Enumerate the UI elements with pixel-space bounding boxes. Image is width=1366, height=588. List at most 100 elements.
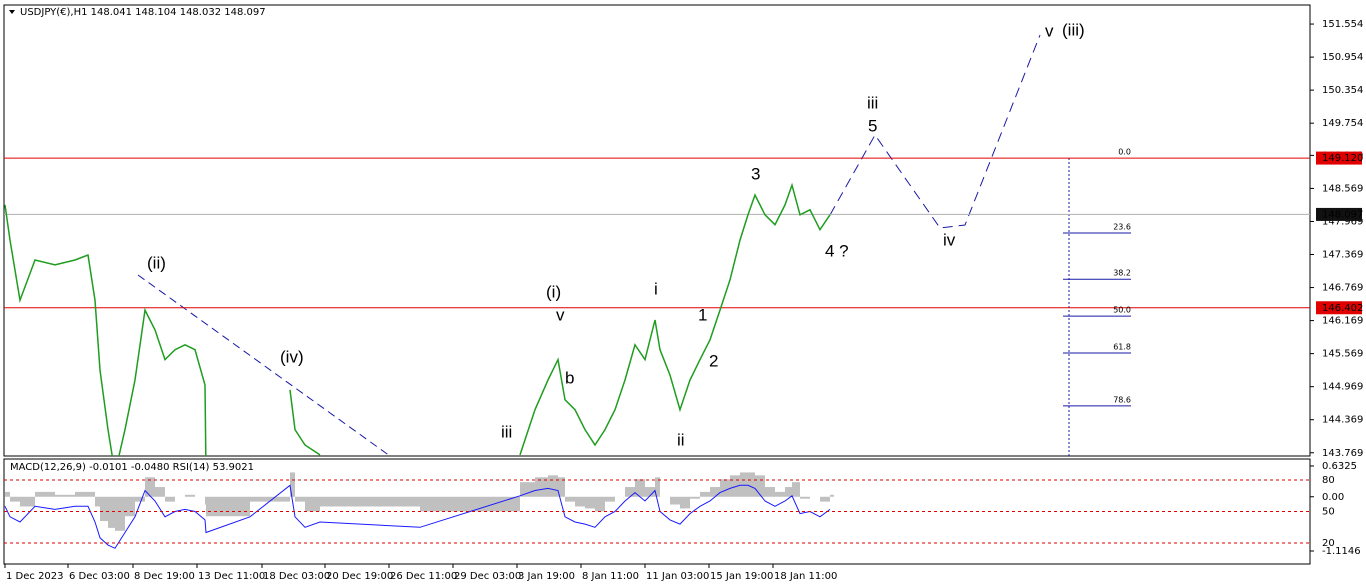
macd-bar xyxy=(535,477,548,497)
macd-bar xyxy=(35,491,55,497)
y-tick-label: 144.369 xyxy=(1322,415,1363,426)
macd-bar xyxy=(800,496,810,499)
macd-bar xyxy=(290,472,295,497)
macd-bar xyxy=(655,477,660,497)
wave-label: v xyxy=(1045,21,1054,40)
fib-label: 0.0 xyxy=(1118,148,1131,157)
macd-bar xyxy=(115,496,125,531)
macd-bar xyxy=(680,496,690,509)
macd-bar xyxy=(185,494,195,497)
wave-label: 3 xyxy=(751,164,760,183)
macd-bar xyxy=(295,496,305,502)
macd-bar xyxy=(205,496,206,505)
macd-bar xyxy=(670,496,680,505)
y-tick-label: 144.969 xyxy=(1322,382,1363,393)
indicator-title: MACD(12,26,9) -0.0101 -0.0480 RSI(14) 53… xyxy=(10,462,254,473)
y-tick-label: 146.769 xyxy=(1322,283,1363,294)
wave-label: iii xyxy=(867,93,878,112)
level-label: 149.120 xyxy=(1322,153,1363,164)
macd-bar xyxy=(792,482,800,497)
y-tick-label: -1.1146 xyxy=(1322,546,1361,557)
x-tick-label: 8 Dec 19:00 xyxy=(134,571,195,582)
wave-label: (iv) xyxy=(280,347,304,366)
y2-tick-label: 80 xyxy=(1322,475,1335,486)
macd-bar xyxy=(700,491,710,497)
x-tick-label: 6 Dec 03:00 xyxy=(69,571,130,582)
macd-bar xyxy=(775,491,785,497)
macd-bar xyxy=(520,482,535,497)
y2-tick-label: 50 xyxy=(1322,507,1335,518)
macd-bar xyxy=(720,479,730,497)
x-tick-label: 11 Jan 03:00 xyxy=(646,571,709,582)
macd-bar xyxy=(755,475,765,497)
macd-bar xyxy=(740,472,748,497)
level-tag xyxy=(1316,301,1362,315)
macd-bar xyxy=(785,487,792,497)
macd-bar xyxy=(305,496,320,512)
macd-bar xyxy=(575,496,585,507)
macd-bar xyxy=(155,487,165,497)
wave-label: iii xyxy=(501,422,512,441)
macd-bar xyxy=(135,496,145,502)
y-tick-label: 143.769 xyxy=(1322,448,1363,459)
price-layer xyxy=(4,157,1310,456)
fib-label: 50.0 xyxy=(1113,306,1131,315)
fib-label: 23.6 xyxy=(1113,222,1131,231)
y-tick-label: 0.00 xyxy=(1322,492,1344,503)
macd-bar xyxy=(625,487,635,497)
wave-label: (iii) xyxy=(1062,20,1085,39)
macd-bar xyxy=(206,496,250,517)
macd-bar xyxy=(645,487,655,497)
level-label: 146.402 xyxy=(1322,303,1363,314)
macd-bar xyxy=(565,496,575,502)
macd-bar xyxy=(595,496,605,512)
wave-label: ii xyxy=(677,430,685,449)
y-tick-label: 148.569 xyxy=(1322,183,1363,194)
macd-bar xyxy=(710,487,720,497)
x-tick-label: 26 Dec 11:00 xyxy=(390,571,457,582)
wave-label: v xyxy=(556,305,565,324)
macd-bar xyxy=(548,475,558,497)
y-tick-label: 145.569 xyxy=(1322,349,1363,360)
macd-bar xyxy=(820,496,830,502)
macd-bar xyxy=(250,496,290,502)
menu-arrow xyxy=(9,10,15,14)
x-tick-label: 29 Dec 03:00 xyxy=(454,571,521,582)
macd-bar xyxy=(690,496,700,499)
wave-label: 1 xyxy=(698,305,707,324)
indicator-layer xyxy=(4,472,1310,549)
price-line xyxy=(4,182,831,456)
macd-bar xyxy=(165,496,175,502)
wave-label: (i) xyxy=(546,282,561,301)
macd-bar xyxy=(145,477,155,497)
x-tick-label: 8 Jan 11:00 xyxy=(582,571,639,582)
macd-bar xyxy=(75,491,88,497)
x-tick-label: 18 Dec 03:00 xyxy=(263,571,330,582)
macd-bar xyxy=(420,496,520,512)
macd-bar xyxy=(10,496,20,502)
macd-bar xyxy=(20,496,35,507)
y-tick-label: 150.354 xyxy=(1322,85,1363,96)
wave-label: 5 xyxy=(868,116,877,135)
trend-line xyxy=(137,274,391,457)
macd-bar xyxy=(765,487,775,497)
x-tick-label: 15 Jan 19:00 xyxy=(710,571,773,582)
macd-bar xyxy=(605,496,615,502)
wave-label: 2 xyxy=(709,351,718,370)
wave-label: b xyxy=(565,368,574,387)
macd-bar xyxy=(100,496,108,522)
y-tick-label: 146.169 xyxy=(1322,316,1363,327)
current-price-tag xyxy=(1316,207,1362,221)
y-tick-label: 147.369 xyxy=(1322,250,1363,261)
x-tick-label: 13 Dec 11:00 xyxy=(198,571,265,582)
y-tick-label: 151.554 xyxy=(1322,19,1363,30)
y-tick-label: 147.969 xyxy=(1322,216,1363,227)
x-tick-label: 18 Jan 11:00 xyxy=(774,571,837,582)
macd-bar xyxy=(55,494,75,497)
wave-label: iv xyxy=(943,230,956,249)
fib-label: 61.8 xyxy=(1113,343,1131,352)
macd-bar xyxy=(585,496,595,509)
macd-bar xyxy=(125,496,135,517)
macd-bar xyxy=(95,496,100,507)
